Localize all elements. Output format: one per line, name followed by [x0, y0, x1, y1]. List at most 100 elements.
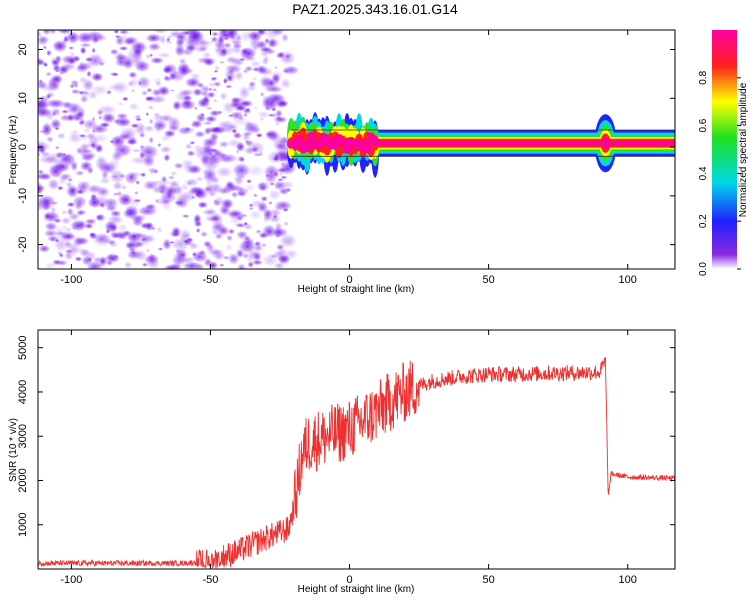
- signal-disturbance: [303, 145, 312, 153]
- noise-blob: [207, 126, 223, 134]
- noise-blob: [195, 112, 207, 123]
- noise-blob: [82, 127, 92, 134]
- noise-blob: [49, 118, 62, 130]
- noise-blob: [60, 109, 70, 114]
- noise-blob: [225, 55, 238, 64]
- noise-blob: [109, 230, 118, 240]
- x-tick-label: 50: [483, 274, 495, 286]
- noise-blob: [128, 71, 138, 79]
- noise-blob: [55, 69, 60, 73]
- noise-blob: [247, 249, 263, 260]
- noise-blob: [235, 230, 249, 239]
- noise-blob: [238, 85, 251, 100]
- noise-blob: [207, 261, 219, 269]
- noise-blob: [132, 198, 142, 203]
- noise-blob: [207, 81, 217, 89]
- noise-blob: [185, 43, 197, 52]
- noise-blob: [218, 154, 233, 164]
- noise-blob: [131, 216, 144, 227]
- noise-blob: [98, 61, 105, 67]
- noise-blob: [154, 198, 160, 204]
- noise-blob: [144, 248, 151, 253]
- noise-blob: [264, 37, 270, 45]
- noise-blob: [133, 60, 151, 73]
- noise-blob: [53, 237, 69, 253]
- noise-blob: [145, 112, 150, 117]
- noise-blob: [249, 199, 267, 208]
- noise-blob: [182, 239, 191, 244]
- noise-blob: [281, 33, 289, 43]
- noise-blob: [259, 91, 265, 98]
- noise-blob: [185, 142, 193, 150]
- noise-blob: [153, 125, 163, 134]
- noise-blob: [252, 45, 259, 52]
- noise-blob: [221, 101, 236, 114]
- noise-blob: [38, 152, 41, 157]
- noise-blob: [235, 141, 246, 153]
- noise-blob: [215, 166, 233, 178]
- noise-blob: [237, 263, 246, 269]
- noise-blob: [90, 141, 98, 150]
- noise-blob: [161, 175, 168, 183]
- noise-blob: [159, 145, 172, 154]
- noise-blob: [95, 154, 107, 164]
- noise-blob: [174, 248, 182, 254]
- signal-disturbance: [339, 138, 348, 145]
- noise-blob: [193, 186, 206, 200]
- noise-blob: [113, 49, 124, 61]
- noise-blob: [241, 131, 251, 143]
- noise-blob: [137, 205, 158, 217]
- noise-blob: [281, 68, 291, 74]
- colorbar-label: Normalized spectral amplitude: [738, 82, 749, 217]
- noise-blob: [181, 214, 191, 219]
- snr-x-label: Height of straight line (km): [298, 584, 415, 595]
- noise-blob: [148, 136, 155, 144]
- noise-blob: [280, 161, 285, 167]
- noise-blob: [117, 102, 125, 106]
- noise-blob: [248, 207, 254, 211]
- noise-blob: [152, 112, 164, 123]
- noise-blob: [180, 63, 190, 72]
- colorbar-gradient: [712, 30, 737, 269]
- noise-blob: [191, 123, 195, 127]
- noise-blob: [197, 201, 209, 209]
- noise-blob: [57, 185, 64, 191]
- noise-blob: [139, 172, 147, 178]
- x-tick-label: 100: [619, 274, 637, 286]
- noise-blob: [147, 166, 158, 175]
- noise-blob: [200, 231, 209, 238]
- noise-blob: [86, 166, 94, 175]
- noise-blob: [205, 242, 215, 252]
- noise-blob: [271, 73, 281, 84]
- noise-blob: [111, 150, 123, 162]
- noise-blob: [176, 126, 197, 135]
- noise-blob: [38, 34, 49, 46]
- noise-blob: [79, 42, 92, 48]
- noise-blob: [273, 153, 280, 163]
- noise-blob: [259, 50, 270, 58]
- noise-blob: [135, 118, 143, 122]
- x-tick-label: -100: [60, 274, 82, 286]
- noise-blob: [89, 232, 96, 238]
- noise-blob: [167, 116, 181, 131]
- noise-blob: [50, 74, 64, 85]
- noise-blob: [142, 154, 156, 168]
- noise-blob: [157, 52, 172, 59]
- noise-blob: [269, 37, 281, 49]
- noise-blob: [245, 107, 251, 113]
- noise-blob: [219, 91, 228, 101]
- noise-blob: [145, 33, 163, 43]
- noise-blob: [207, 190, 217, 198]
- noise-blob: [83, 90, 91, 98]
- noise-blob: [277, 99, 290, 108]
- noise-blob: [279, 171, 284, 177]
- noise-blob: [268, 189, 282, 201]
- noise-blob: [145, 87, 153, 93]
- snr-background: [38, 330, 675, 569]
- snr-plot: -100 -50 0 50 100 1000 2000 3000 4000 5000 Height…: [8, 329, 676, 595]
- noise-blob: [67, 211, 81, 222]
- noise-blob: [218, 30, 230, 36]
- noise-blob: [203, 186, 212, 193]
- noise-blob: [109, 209, 122, 218]
